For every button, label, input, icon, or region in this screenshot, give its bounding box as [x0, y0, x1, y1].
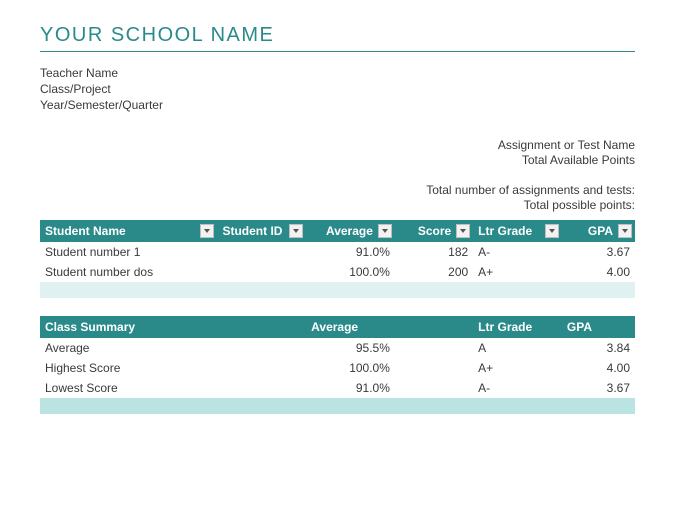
assignment-block: Assignment or Test Name Total Available … — [40, 138, 635, 167]
col-header-id[interactable]: Student ID — [217, 220, 306, 242]
cell-name: Student number 1 — [40, 242, 217, 262]
col-header-name[interactable]: Student Name — [40, 220, 217, 242]
cell-ltr: A- — [473, 378, 562, 398]
col-label: Student ID — [222, 224, 282, 238]
cell-gpa: 4.00 — [562, 262, 635, 282]
col-header-average[interactable]: Average — [306, 220, 395, 242]
assignment-name: Assignment or Test Name — [40, 138, 635, 152]
table-row: Student number 1 91.0% 182 A- 3.67 — [40, 242, 635, 262]
cell-id — [217, 242, 306, 262]
class-project: Class/Project — [40, 82, 635, 96]
summary-col-average: Average — [306, 316, 395, 338]
teacher-name: Teacher Name — [40, 66, 635, 80]
cell-id — [217, 262, 306, 282]
summary-table: Class Summary Average Ltr Grade GPA Aver… — [40, 316, 635, 414]
cell-gpa: 3.84 — [562, 338, 635, 358]
cell-name: Student number dos — [40, 262, 217, 282]
cell-ltr: A — [473, 338, 562, 358]
filter-icter[interactable] — [618, 224, 632, 238]
col-label: Average — [326, 224, 373, 238]
total-available-points: Total Available Points — [40, 153, 635, 167]
cell-gpa: 3.67 — [562, 242, 635, 262]
students-table: Student Name Student ID Average Score Lt… — [40, 220, 635, 298]
cell-ltr: A+ — [473, 358, 562, 378]
cell-ltr: A+ — [473, 262, 562, 282]
summary-header-row: Class Summary Average Ltr Grade GPA — [40, 316, 635, 338]
col-label: Student Name — [45, 224, 126, 238]
filter-icon[interactable] — [200, 224, 214, 238]
table-row: Highest Score 100.0% A+ 4.00 — [40, 358, 635, 378]
cell-gpa: 4.00 — [562, 358, 635, 378]
summary-col-blank — [395, 316, 473, 338]
col-header-score[interactable]: Score — [395, 220, 473, 242]
cell-label: Average — [40, 338, 306, 358]
cell-label: Lowest Score — [40, 378, 306, 398]
cell-average: 95.5% — [306, 338, 395, 358]
cell-average: 91.0% — [306, 378, 395, 398]
page-title: YOUR SCHOOL NAME — [40, 24, 635, 52]
filter-icon[interactable] — [456, 224, 470, 238]
cell-label: Highest Score — [40, 358, 306, 378]
year-semester: Year/Semester/Quarter — [40, 98, 635, 112]
cell-average: 100.0% — [306, 358, 395, 378]
total-assignments: Total number of assignments and tests: — [40, 183, 635, 197]
col-label: Score — [418, 224, 451, 238]
total-possible-points: Total possible points: — [40, 198, 635, 212]
col-label: GPA — [588, 224, 613, 238]
band-row — [40, 282, 635, 298]
totals-block: Total number of assignments and tests: T… — [40, 183, 635, 212]
table-row: Lowest Score 91.0% A- 3.67 — [40, 378, 635, 398]
col-header-gpa[interactable]: GPA — [562, 220, 635, 242]
cell-score: 182 — [395, 242, 473, 262]
summary-col-ltr: Ltr Grade — [473, 316, 562, 338]
col-header-ltr[interactable]: Ltr Grade — [473, 220, 562, 242]
cell-average: 100.0% — [306, 262, 395, 282]
students-header-row: Student Name Student ID Average Score Lt… — [40, 220, 635, 242]
cell-average: 91.0% — [306, 242, 395, 262]
filter-icon[interactable] — [378, 224, 392, 238]
table-row: Student number dos 100.0% 200 A+ 4.00 — [40, 262, 635, 282]
table-row: Average 95.5% A 3.84 — [40, 338, 635, 358]
col-label: Ltr Grade — [478, 224, 532, 238]
summary-col-gpa: GPA — [562, 316, 635, 338]
band-row — [40, 398, 635, 414]
filter-icon[interactable] — [289, 224, 303, 238]
cell-gpa: 3.67 — [562, 378, 635, 398]
summary-col-label: Class Summary — [40, 316, 306, 338]
filter-icon[interactable] — [545, 224, 559, 238]
meta-block: Teacher Name Class/Project Year/Semester… — [40, 66, 635, 112]
cell-score: 200 — [395, 262, 473, 282]
cell-ltr: A- — [473, 242, 562, 262]
